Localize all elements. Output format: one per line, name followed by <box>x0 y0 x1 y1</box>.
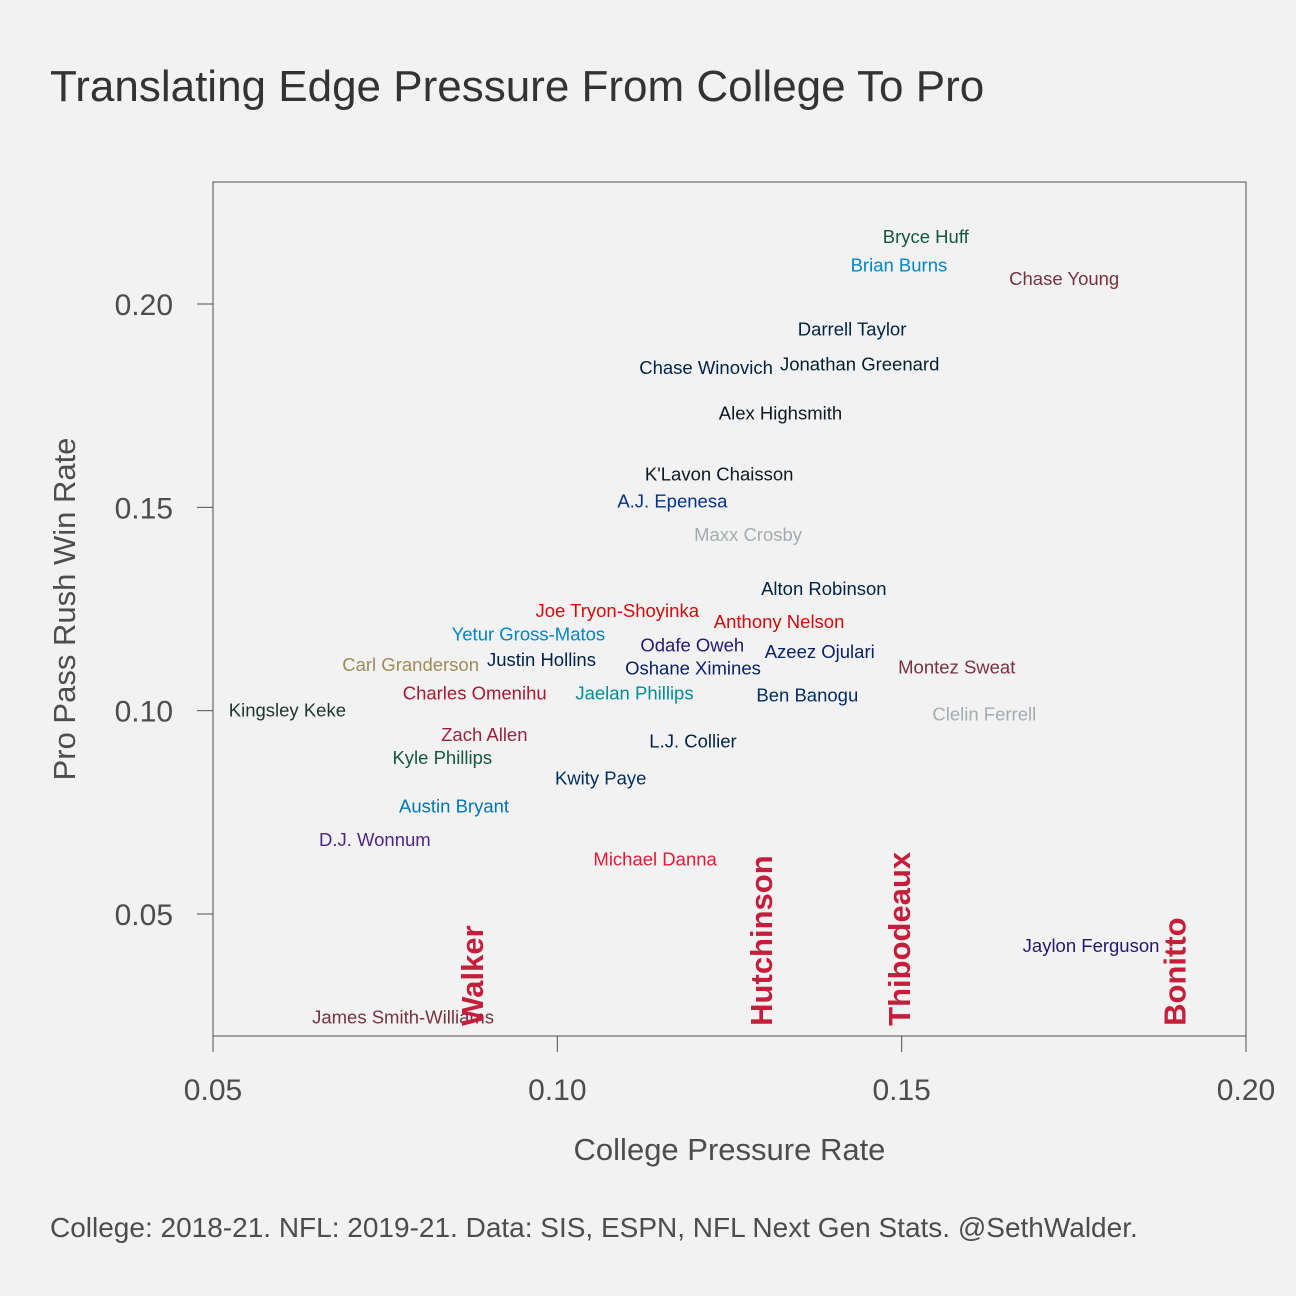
point-label: Joe Tryon-Shoyinka <box>535 600 699 621</box>
point-label: Clelin Ferrell <box>932 703 1036 724</box>
point-label: Kingsley Keke <box>229 699 346 720</box>
point-label: Montez Sweat <box>898 657 1015 678</box>
point-label: Odafe Oweh <box>640 634 744 655</box>
point-label: Jaylon Ferguson <box>1023 935 1160 956</box>
prospect-label: Hutchinson <box>744 855 779 1026</box>
x-tick-label: 0.20 <box>1217 1074 1275 1107</box>
x-tick-label: 0.05 <box>184 1074 242 1107</box>
x-tick-label: 0.15 <box>872 1074 930 1107</box>
y-tick-label: 0.10 <box>115 696 173 729</box>
prospect-labels: Walker Hutchinson Thibodeaux Bonitto <box>455 851 1192 1026</box>
point-label: James Smith-Williams <box>312 1006 494 1027</box>
y-tick-label: 0.05 <box>115 899 173 932</box>
point-label: Azeez Ojulari <box>765 641 875 662</box>
point-label: Darrell Taylor <box>798 319 907 340</box>
x-tick-label: 0.10 <box>528 1074 586 1107</box>
point-label: Justin Hollins <box>487 649 596 670</box>
y-tick-label: 0.20 <box>115 289 173 322</box>
point-label: Ben Banogu <box>756 684 858 705</box>
prospect-label: Thibodeaux <box>882 851 917 1026</box>
point-label: Kwity Paye <box>555 768 647 789</box>
point-label: Jaelan Phillips <box>575 682 693 703</box>
prospect-label: Bonitto <box>1157 917 1192 1025</box>
point-label: Jonathan Greenard <box>780 353 939 374</box>
point-label: Zach Allen <box>441 724 527 745</box>
point-labels: Bryce Huff Brian Burns Chase Young Darrell … <box>229 226 1160 1027</box>
point-label: Michael Danna <box>593 849 717 870</box>
point-label: Anthony Nelson <box>714 611 845 632</box>
point-label: A.J. Epenesa <box>617 491 728 512</box>
axes: 0.05 0.10 0.15 0.20 0.05 0.10 0.15 0.20 College … <box>47 181 1275 1167</box>
point-label: Carl Granderson <box>342 654 479 675</box>
point-label: Alton Robinson <box>761 578 886 599</box>
point-label: Yetur Gross-Matos <box>452 623 606 644</box>
point-label: Charles Omenihu <box>403 682 547 703</box>
y-tick-label: 0.15 <box>115 492 173 525</box>
point-label: Austin Bryant <box>399 796 509 817</box>
point-label: Oshane Ximines <box>625 657 761 678</box>
point-label: Kyle Phillips <box>392 747 492 768</box>
y-axis-title: Pro Pass Rush Win Rate <box>47 438 82 781</box>
x-axis-title: College Pressure Rate <box>574 1132 886 1167</box>
chart-caption: College: 2018-21. NFL: 2019-21. Data: SI… <box>50 1212 1138 1243</box>
point-label: L.J. Collier <box>649 730 736 751</box>
point-label: D.J. Wonnum <box>319 829 431 850</box>
point-label: Chase Winovich <box>639 357 773 378</box>
plot-border <box>212 181 1247 1037</box>
point-label: K'Lavon Chaisson <box>645 463 794 484</box>
prospect-label: Walker <box>455 925 490 1026</box>
point-label: Maxx Crosby <box>694 524 803 545</box>
point-label: Chase Young <box>1009 268 1119 289</box>
chart-title: Translating Edge Pressure From College T… <box>50 62 985 111</box>
point-label: Alex Highsmith <box>719 402 842 423</box>
point-label: Brian Burns <box>851 254 948 275</box>
point-label: Bryce Huff <box>883 226 970 247</box>
